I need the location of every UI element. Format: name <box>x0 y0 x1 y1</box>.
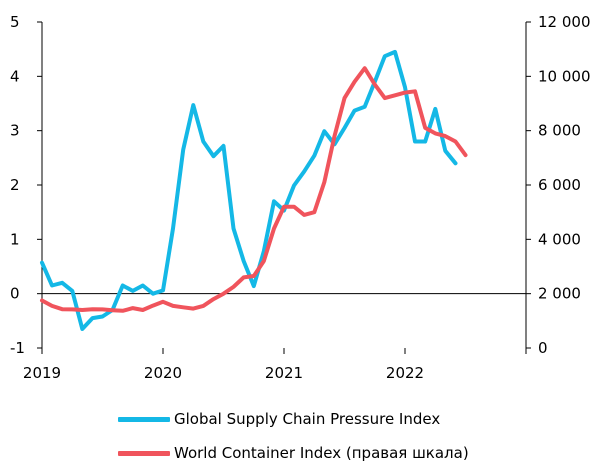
legend-label-gscpi: Global Supply Chain Pressure Index <box>174 410 441 428</box>
right-tick-label: 10 000 <box>538 67 591 85</box>
legend-swatch-wci <box>118 450 170 456</box>
left-tick-label: 0 <box>10 285 20 303</box>
legend-swatch-gscpi <box>118 416 170 422</box>
legend-item-wci: World Container Index (правая шкала) <box>118 436 469 470</box>
right-tick-label: 2 000 <box>538 285 581 303</box>
x-tick-label: 2020 <box>144 364 182 382</box>
x-tick-label: 2019 <box>23 364 61 382</box>
tick-labels: 5 4 3 2 1 0 -1 12 000 10 000 8 000 6 000 4 000 2 000… <box>10 13 591 382</box>
left-tick-label: 5 <box>10 13 20 31</box>
left-tick-label: 4 <box>10 67 20 85</box>
right-tick-label: 4 000 <box>538 230 581 248</box>
left-tick-label: 3 <box>10 122 20 140</box>
series-lines <box>40 49 468 331</box>
legend-label-wci: World Container Index (правая шкала) <box>174 444 469 462</box>
right-tick-label: 0 <box>538 339 548 357</box>
series-line-gscpi <box>40 49 458 331</box>
left-tick-label: 1 <box>10 230 20 248</box>
right-tick-label: 6 000 <box>538 176 581 194</box>
left-tick-label: 2 <box>10 176 20 194</box>
series-line-wci <box>40 66 468 313</box>
legend-item-gscpi: Global Supply Chain Pressure Index <box>118 402 469 436</box>
chart: 5 4 3 2 1 0 -1 12 000 10 000 8 000 6 000 4 000 2 000… <box>10 13 591 382</box>
left-tick-label: -1 <box>10 339 25 357</box>
axes <box>37 21 531 354</box>
legend: Global Supply Chain Pressure Index World… <box>118 402 469 470</box>
right-tick-label: 12 000 <box>538 13 591 31</box>
x-tick-label: 2022 <box>386 364 424 382</box>
right-tick-label: 8 000 <box>538 122 581 140</box>
x-tick-label: 2021 <box>265 364 303 382</box>
